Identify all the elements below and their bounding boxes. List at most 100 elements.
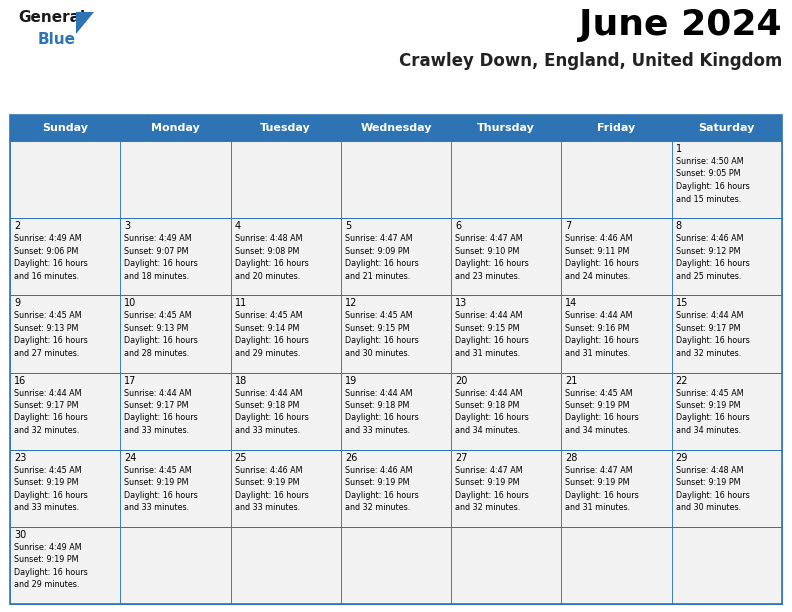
Bar <box>230 141 341 218</box>
Bar <box>451 527 562 604</box>
Bar <box>341 141 451 218</box>
Text: 17: 17 <box>124 376 137 386</box>
Bar <box>230 218 341 296</box>
Text: Sunrise: 4:44 AM: Sunrise: 4:44 AM <box>676 312 743 320</box>
Text: and 29 minutes.: and 29 minutes. <box>234 349 300 358</box>
Text: Sunrise: 4:44 AM: Sunrise: 4:44 AM <box>14 389 82 398</box>
Text: and 25 minutes.: and 25 minutes. <box>676 272 741 281</box>
Text: and 16 minutes.: and 16 minutes. <box>14 272 79 281</box>
Text: Daylight: 16 hours: Daylight: 16 hours <box>565 337 639 345</box>
Text: Sunset: 9:17 PM: Sunset: 9:17 PM <box>14 401 78 410</box>
Text: Saturday: Saturday <box>699 123 755 133</box>
Text: Sunrise: 4:49 AM: Sunrise: 4:49 AM <box>14 543 82 552</box>
Text: General: General <box>18 10 85 25</box>
Text: Daylight: 16 hours: Daylight: 16 hours <box>676 414 749 422</box>
Text: Tuesday: Tuesday <box>261 123 311 133</box>
Text: Sunset: 9:18 PM: Sunset: 9:18 PM <box>345 401 409 410</box>
Text: 11: 11 <box>234 298 247 308</box>
Text: June 2024: June 2024 <box>580 8 782 42</box>
Text: Daylight: 16 hours: Daylight: 16 hours <box>234 337 308 345</box>
Bar <box>10 115 782 604</box>
Text: Sunrise: 4:46 AM: Sunrise: 4:46 AM <box>676 234 743 243</box>
Text: and 28 minutes.: and 28 minutes. <box>124 349 189 358</box>
Text: Sunset: 9:17 PM: Sunset: 9:17 PM <box>124 401 188 410</box>
Text: Sunrise: 4:45 AM: Sunrise: 4:45 AM <box>234 312 303 320</box>
Text: 9: 9 <box>14 298 20 308</box>
Polygon shape <box>76 12 94 34</box>
Text: Sunset: 9:11 PM: Sunset: 9:11 PM <box>565 247 630 256</box>
Bar <box>451 450 562 527</box>
Text: Thursday: Thursday <box>478 123 535 133</box>
Text: and 32 minutes.: and 32 minutes. <box>345 503 410 512</box>
Text: Sunset: 9:19 PM: Sunset: 9:19 PM <box>676 478 741 487</box>
Text: Daylight: 16 hours: Daylight: 16 hours <box>234 491 308 499</box>
Text: 6: 6 <box>455 221 461 231</box>
Bar <box>10 115 782 141</box>
Text: and 33 minutes.: and 33 minutes. <box>234 426 299 435</box>
Bar <box>562 296 672 373</box>
Text: and 32 minutes.: and 32 minutes. <box>455 503 520 512</box>
Text: Sunset: 9:12 PM: Sunset: 9:12 PM <box>676 247 741 256</box>
Text: Sunset: 9:19 PM: Sunset: 9:19 PM <box>565 478 630 487</box>
Bar <box>10 527 120 604</box>
Text: Daylight: 16 hours: Daylight: 16 hours <box>676 259 749 268</box>
Text: and 27 minutes.: and 27 minutes. <box>14 349 79 358</box>
Text: Daylight: 16 hours: Daylight: 16 hours <box>234 259 308 268</box>
Text: Daylight: 16 hours: Daylight: 16 hours <box>14 568 88 577</box>
Text: Sunrise: 4:45 AM: Sunrise: 4:45 AM <box>14 466 82 475</box>
Bar <box>672 218 782 296</box>
Bar <box>562 141 672 218</box>
Bar <box>120 141 230 218</box>
Text: Daylight: 16 hours: Daylight: 16 hours <box>124 259 198 268</box>
Text: Sunset: 9:13 PM: Sunset: 9:13 PM <box>124 324 188 333</box>
Text: and 15 minutes.: and 15 minutes. <box>676 195 741 204</box>
Bar <box>120 373 230 450</box>
Text: and 29 minutes.: and 29 minutes. <box>14 580 79 589</box>
Text: Daylight: 16 hours: Daylight: 16 hours <box>455 491 529 499</box>
Text: Daylight: 16 hours: Daylight: 16 hours <box>676 491 749 499</box>
Text: Sunset: 9:08 PM: Sunset: 9:08 PM <box>234 247 299 256</box>
Text: Daylight: 16 hours: Daylight: 16 hours <box>14 337 88 345</box>
Text: Daylight: 16 hours: Daylight: 16 hours <box>124 337 198 345</box>
Text: Daylight: 16 hours: Daylight: 16 hours <box>14 259 88 268</box>
Text: 14: 14 <box>565 298 577 308</box>
Text: and 32 minutes.: and 32 minutes. <box>14 426 79 435</box>
Bar <box>230 296 341 373</box>
Text: Daylight: 16 hours: Daylight: 16 hours <box>455 259 529 268</box>
Text: Sunset: 9:19 PM: Sunset: 9:19 PM <box>234 478 299 487</box>
Text: and 33 minutes.: and 33 minutes. <box>234 503 299 512</box>
Text: Sunrise: 4:46 AM: Sunrise: 4:46 AM <box>234 466 302 475</box>
Bar <box>562 527 672 604</box>
Bar <box>562 450 672 527</box>
Text: Daylight: 16 hours: Daylight: 16 hours <box>345 337 419 345</box>
Text: 18: 18 <box>234 376 247 386</box>
Text: Sunset: 9:06 PM: Sunset: 9:06 PM <box>14 247 78 256</box>
Text: 13: 13 <box>455 298 467 308</box>
Bar <box>10 218 120 296</box>
Text: Sunrise: 4:44 AM: Sunrise: 4:44 AM <box>345 389 413 398</box>
Bar <box>341 450 451 527</box>
Text: Sunset: 9:19 PM: Sunset: 9:19 PM <box>345 478 409 487</box>
Bar <box>341 373 451 450</box>
Bar <box>562 218 672 296</box>
Text: Daylight: 16 hours: Daylight: 16 hours <box>124 491 198 499</box>
Text: Sunrise: 4:47 AM: Sunrise: 4:47 AM <box>345 234 413 243</box>
Text: Sunrise: 4:45 AM: Sunrise: 4:45 AM <box>345 312 413 320</box>
Text: Sunrise: 4:45 AM: Sunrise: 4:45 AM <box>676 389 744 398</box>
Text: Sunset: 9:19 PM: Sunset: 9:19 PM <box>455 478 520 487</box>
Bar <box>341 218 451 296</box>
Text: Sunset: 9:19 PM: Sunset: 9:19 PM <box>14 555 78 564</box>
Text: Sunset: 9:07 PM: Sunset: 9:07 PM <box>124 247 188 256</box>
Text: and 31 minutes.: and 31 minutes. <box>455 349 520 358</box>
Bar <box>451 373 562 450</box>
Text: 1: 1 <box>676 144 682 154</box>
Text: Daylight: 16 hours: Daylight: 16 hours <box>14 491 88 499</box>
Text: 30: 30 <box>14 530 26 540</box>
Text: and 31 minutes.: and 31 minutes. <box>565 349 630 358</box>
Text: Sunrise: 4:48 AM: Sunrise: 4:48 AM <box>676 466 743 475</box>
Bar <box>230 527 341 604</box>
Text: and 34 minutes.: and 34 minutes. <box>565 426 630 435</box>
Bar <box>10 373 120 450</box>
Bar <box>672 141 782 218</box>
Text: Daylight: 16 hours: Daylight: 16 hours <box>345 491 419 499</box>
